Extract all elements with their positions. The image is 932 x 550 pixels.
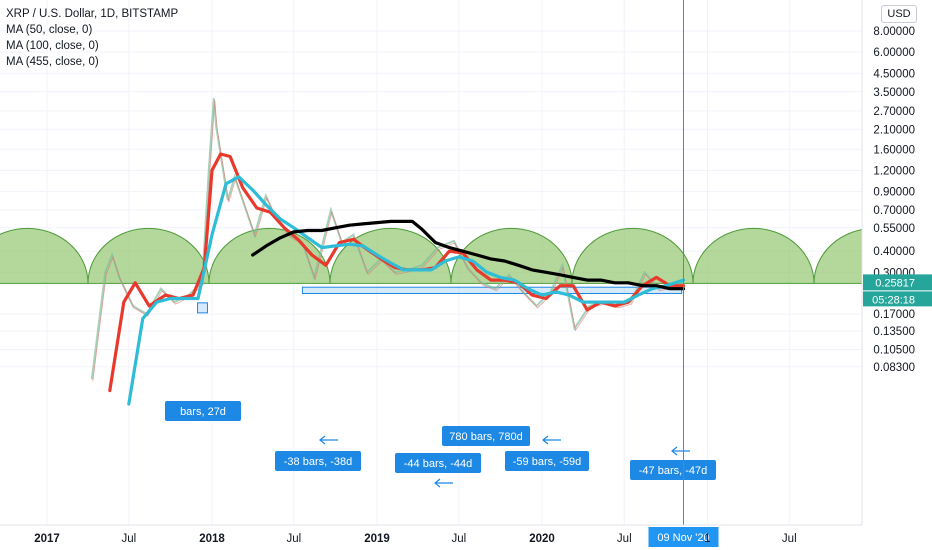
time-tick-label: Jul xyxy=(451,533,466,545)
measure-label-box xyxy=(505,451,589,471)
measure-label-box xyxy=(630,460,716,480)
time-tick-label: Jul xyxy=(286,533,301,545)
moving-averages xyxy=(108,152,686,406)
range-box xyxy=(197,286,683,314)
time-tick-label: 1 xyxy=(704,533,710,545)
ma-455-line xyxy=(251,219,686,291)
price-tick-label: 4.50000 xyxy=(873,68,915,80)
price-axis-bg xyxy=(862,0,932,525)
price-tick-label: 6.00000 xyxy=(873,47,915,59)
current-price-label: 0.25817 xyxy=(875,277,915,289)
measure-label-box xyxy=(165,401,241,421)
legend-title[interactable]: XRP / U.S. Dollar, 1D, BITSTAMP xyxy=(6,8,179,20)
time-tick-label: 2018 xyxy=(199,533,225,545)
measure-label-box xyxy=(442,426,530,446)
measure-label-text: 780 bars, 780d xyxy=(449,431,522,443)
measure-small-box xyxy=(197,302,208,314)
measure-label-text: -44 bars, -44d xyxy=(404,458,472,470)
measure-labels[interactable]: bars, 27d -38 bars, -38d -44 bars, -44d 780… xyxy=(165,401,716,488)
time-axis[interactable]: 2017 Jul 2018 Jul 2019 Jul 2020 Jul 09 Nov '201 J… xyxy=(0,524,932,550)
price-tick-label: 8.00000 xyxy=(873,26,915,38)
price-tick-label: 2.70000 xyxy=(873,106,915,118)
price-tick-label: 2.10000 xyxy=(873,124,915,136)
time-tick-label: Jul xyxy=(617,533,632,545)
legend-ma-50[interactable]: MA (50, close, 0) xyxy=(6,24,93,36)
legend-ma-455[interactable]: MA (455, close, 0) xyxy=(6,56,99,68)
cycle-arc xyxy=(692,227,815,284)
chart-legend: XRP / U.S. Dollar, 1D, BITSTAMP MA (50, … xyxy=(6,6,178,70)
cycle-arc xyxy=(571,227,694,284)
arrow-left-icon xyxy=(671,446,690,456)
time-tick-label: 2017 xyxy=(34,533,60,545)
crosshair-date-label: 09 Nov '20 xyxy=(657,532,709,544)
price-tick-label: 3.50000 xyxy=(873,87,915,99)
countdown-label: 05:28:18 xyxy=(872,294,915,306)
price-tick-label: 1.60000 xyxy=(873,144,915,156)
current-price-badge xyxy=(863,274,932,291)
ma-100-line xyxy=(127,175,686,406)
time-tick-label: Jul xyxy=(782,533,797,545)
price-tick-label: 0.90000 xyxy=(873,187,915,199)
price-tick-label: 0.13500 xyxy=(873,326,915,338)
time-tick-label: 2020 xyxy=(529,533,555,545)
measure-label-text: -59 bars, -59d xyxy=(513,456,581,468)
arrow-left-icon xyxy=(434,478,453,488)
price-tick-label: 0.70000 xyxy=(873,205,915,217)
price-tick-label: 0.08300 xyxy=(873,362,915,374)
price-tick-label: 0.55000 xyxy=(873,223,915,235)
measure-label-text: bars, 27d xyxy=(180,406,226,418)
time-axis-bg xyxy=(0,525,932,550)
legend-ma-100[interactable]: MA (100, close, 0) xyxy=(6,40,99,52)
arrow-left-icon xyxy=(542,435,561,445)
price-tick-label: 0.40000 xyxy=(873,246,915,258)
measure-label-box xyxy=(275,451,361,471)
currency-button[interactable]: USD xyxy=(881,5,917,23)
measure-label-text: -38 bars, -38d xyxy=(284,456,352,468)
price-axis[interactable]: 8.00000 6.00000 4.50000 3.50000 2.70000 2.100… xyxy=(861,0,932,525)
cycle-arc xyxy=(0,227,89,284)
measure-label-box xyxy=(395,453,481,473)
countdown-badge xyxy=(863,291,932,307)
time-tick-label: 2019 xyxy=(364,533,390,545)
price-tick-label: 0.17000 xyxy=(873,309,915,321)
price-tick-label: 0.10500 xyxy=(873,344,915,356)
arrow-left-icon xyxy=(319,435,338,445)
crosshair-date-badge xyxy=(648,527,719,547)
measure-label-text: -47 bars, -47d xyxy=(639,465,707,477)
price-tick-label: 1.20000 xyxy=(873,165,915,177)
time-tick-label: Jul xyxy=(121,533,136,545)
cycle-arcs xyxy=(0,227,932,284)
